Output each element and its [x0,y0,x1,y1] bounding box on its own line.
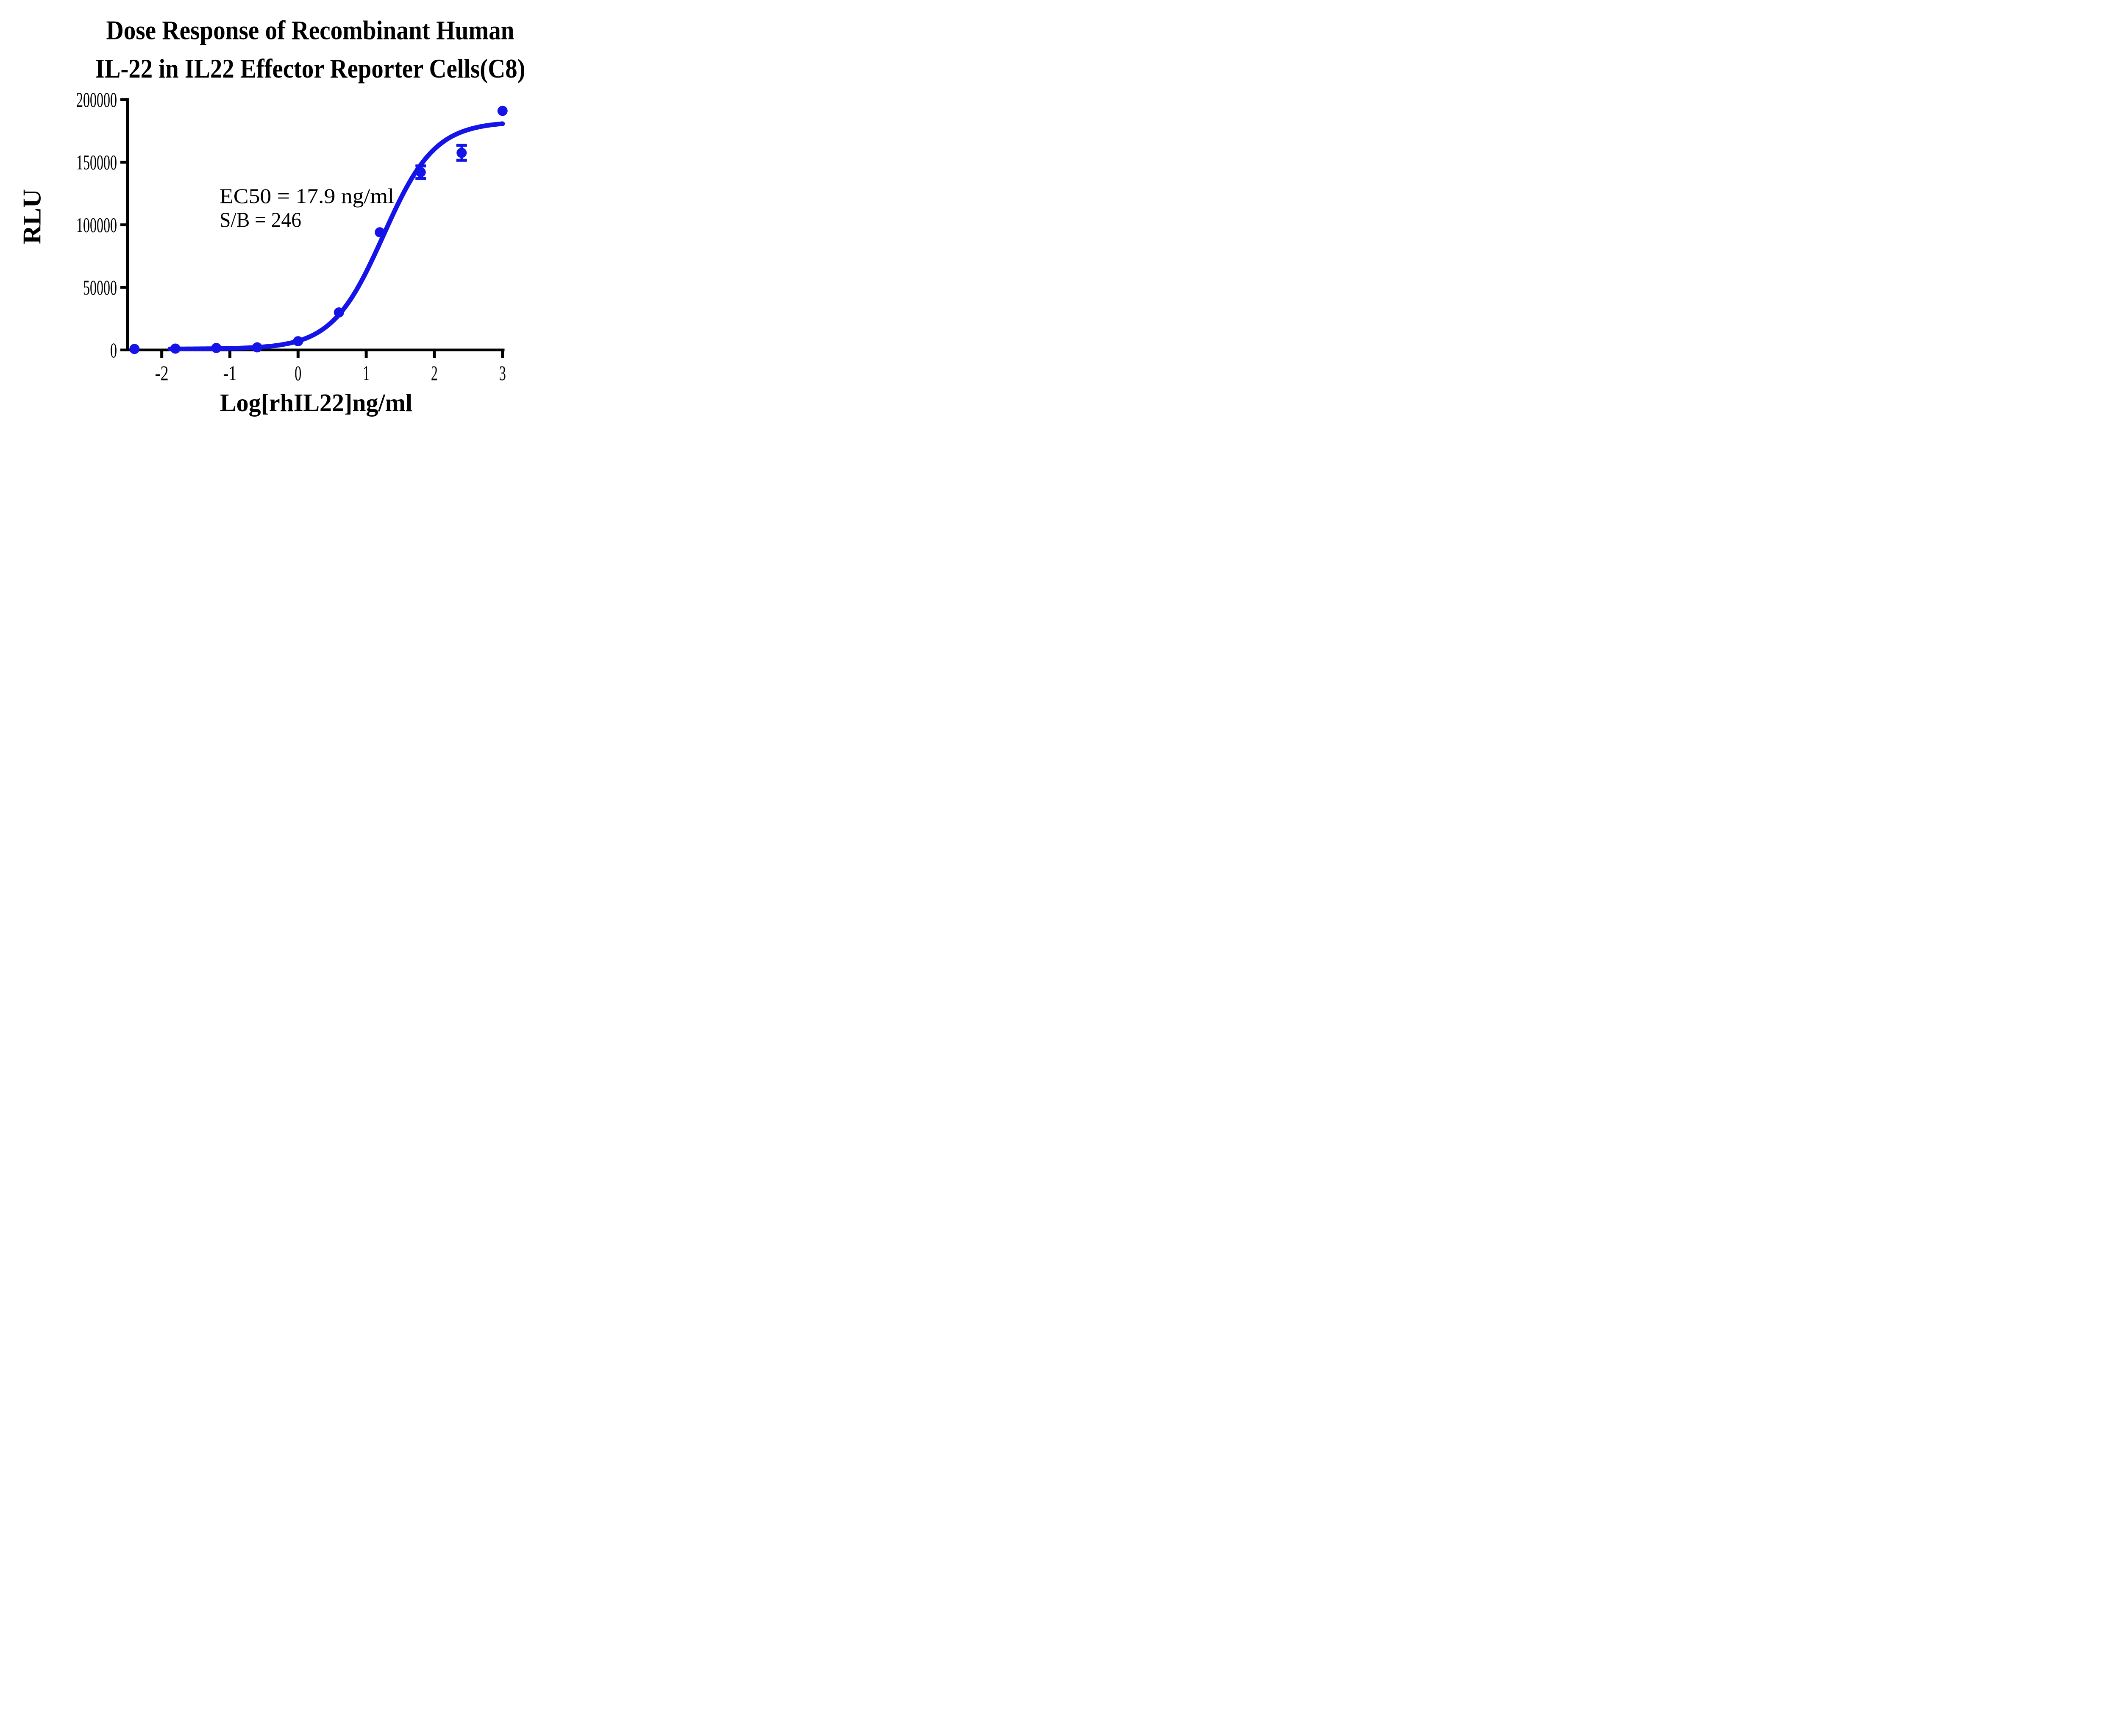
data-point-marker [170,343,181,354]
x-tick-label: 3 [499,361,506,385]
data-point-marker [456,147,467,158]
x-tick-label: 2 [431,361,438,385]
plot-series [129,106,508,354]
y-axis-title: RLU [18,189,46,244]
chart-title-line2: IL-22 in IL22 Effector Reporter Cells(C8… [95,53,526,83]
x-tick-label: -2 [155,361,169,385]
data-point-marker [375,227,385,238]
fit-curve [167,121,505,351]
y-tick-label: 100000 [76,213,117,236]
data-point-marker [129,344,140,354]
sb-annotation: S/B = 246 [220,208,301,231]
data-point-marker [334,307,344,318]
x-tick-label: 0 [295,361,301,385]
data-point-marker [211,343,222,353]
y-tick-label: 50000 [83,275,117,299]
axes: 0 50000 100000 150000 200000 -2 -1 0 1 2 3 [76,88,506,385]
ec50-annotation: EC50 = 17.9 ng/ml [220,184,394,208]
x-tick-label: -1 [223,361,236,385]
x-tick-label: 1 [363,361,370,385]
dose-response-figure: Dose Response of Recombinant Human IL-22… [0,0,563,434]
y-tick-label: 200000 [76,88,117,111]
y-tick-label: 0 [110,338,117,362]
data-point-marker [497,106,508,116]
x-axis-title: Log[rhIL22]ng/ml [220,389,412,417]
y-tick-label: 150000 [76,150,117,174]
data-point-marker [293,336,303,347]
dose-response-chart: Dose Response of Recombinant Human IL-22… [18,15,526,417]
chart-title-line1: Dose Response of Recombinant Human [106,15,514,45]
data-point-marker [415,167,426,178]
data-point-marker [252,342,262,353]
